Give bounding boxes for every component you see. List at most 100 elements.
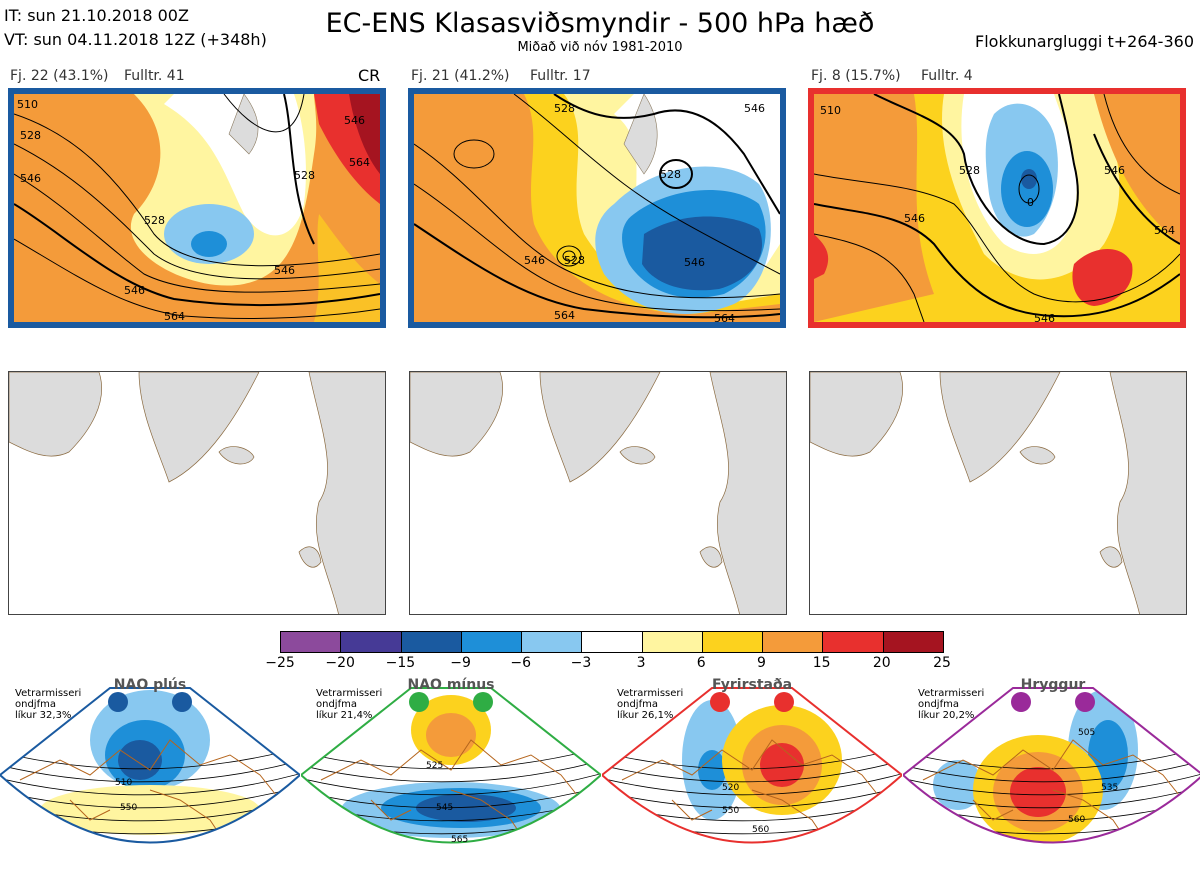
svg-text:564: 564	[714, 312, 735, 322]
page-title: EC-ENS Klasasviðsmyndir - 500 hPa hæð	[325, 8, 875, 39]
regime-map: 520 550 560	[600, 687, 904, 844]
regime-note: ondjfma	[316, 699, 357, 710]
cluster-1-label: Fj. 22 (43.1%)	[10, 68, 109, 84]
colorbar-tick-label: −6	[510, 655, 532, 671]
regime-panel: 520 550 560 Fyrirstaða Vetrarmisseri ondjfma l…	[600, 677, 904, 870]
svg-text:546: 546	[124, 284, 145, 297]
svg-text:546: 546	[20, 172, 41, 185]
svg-text:528: 528	[294, 169, 315, 182]
svg-text:546: 546	[274, 264, 295, 277]
regime-marker-dot	[710, 692, 730, 712]
colorbar-tick-label: 20	[872, 655, 891, 671]
regime-panel: 510 550 NAO plús Vetrarmisseri ondjfma líkur …	[0, 677, 302, 870]
regime-marker-dot	[774, 692, 794, 712]
regime-note: Vetrarmisseri	[918, 688, 985, 699]
colorbar-segment	[460, 632, 522, 652]
regime-name: Hryggur	[1020, 677, 1086, 693]
colorbar-tick-label: −20	[325, 655, 355, 671]
svg-text:528: 528	[554, 102, 575, 115]
regime-note: Vetrarmisseri	[15, 688, 82, 699]
contour-label: 560	[752, 825, 769, 835]
colorbar-tick-label: −9	[450, 655, 471, 671]
svg-text:528: 528	[959, 164, 980, 177]
svg-text:528: 528	[20, 129, 41, 142]
colorbar-tick-label: −25	[265, 655, 295, 671]
colorbar-tick-label: 9	[756, 655, 766, 671]
regime-marker-dot	[1011, 692, 1031, 712]
colorbar-segment	[882, 632, 943, 652]
regime-note: Vetrarmisseri	[617, 688, 684, 699]
cluster-2-representative: Fulltr. 17	[530, 68, 591, 84]
svg-text:528: 528	[144, 214, 165, 227]
regime-note: líkur 26,1%	[617, 710, 674, 721]
regime-marker-dot	[409, 692, 429, 712]
svg-text:0: 0	[1027, 196, 1034, 209]
contour-label: 510	[115, 778, 132, 788]
svg-text:564: 564	[349, 156, 370, 169]
regime-name: Fyrirstaða	[711, 677, 793, 693]
regime-marker-dot	[473, 692, 493, 712]
svg-text:528: 528	[564, 254, 585, 267]
colorbar	[280, 631, 944, 653]
colorbar-segment	[340, 632, 401, 652]
colorbar-segment	[400, 632, 461, 652]
svg-text:546: 546	[344, 114, 365, 127]
init-time: IT: sun 21.10.2018 00Z	[4, 6, 189, 25]
svg-text:546: 546	[684, 256, 705, 269]
colorbar-segment	[641, 632, 702, 652]
cluster-3-label: Fj. 8 (15.7%)	[811, 68, 901, 84]
regime-note: ondjfma	[15, 699, 56, 710]
regime-note: líkur 32,3%	[15, 710, 72, 721]
empty-map-1	[8, 371, 386, 615]
colorbar-tick-label: 25	[933, 655, 951, 671]
svg-text:564: 564	[164, 310, 185, 322]
svg-text:564: 564	[1154, 224, 1175, 237]
regime-map: 525 545 565	[299, 687, 603, 845]
regime-map: 505 535 560	[901, 687, 1200, 844]
regime-panel: 505 535 560 Hryggur Vetrarmisseri ondjfma líku…	[901, 677, 1200, 870]
regime-panel: 525 545 565 NAO mínus Vetrarmisseri ondjfma lí…	[299, 677, 603, 870]
svg-text:564: 564	[554, 309, 575, 322]
contour-label: 535	[1101, 783, 1118, 793]
contour-label: 545	[436, 803, 453, 813]
cluster-panel-3: 510 528 546 546 546 0 564	[808, 88, 1186, 328]
colorbar-segment	[701, 632, 763, 652]
contour-label: 520	[722, 783, 739, 793]
regime-note: líkur 20,2%	[918, 710, 975, 721]
regime-name: NAO mínus	[407, 677, 495, 693]
regime-note: líkur 21,4%	[316, 710, 373, 721]
cluster-3-representative: Fulltr. 4	[921, 68, 973, 84]
cluster-1-representative: Fulltr. 41	[124, 68, 185, 84]
svg-text:546: 546	[1104, 164, 1125, 177]
regime-marker-dot	[108, 692, 128, 712]
classification-window: Flokkunargluggi t+264-360	[975, 32, 1194, 51]
colorbar-tick-label: 15	[812, 655, 831, 671]
colorbar-segment	[521, 632, 582, 652]
svg-text:528: 528	[660, 168, 681, 181]
svg-text:546: 546	[524, 254, 545, 267]
contour-label: 525	[426, 761, 443, 771]
colorbar-tick-label: 3	[636, 655, 646, 671]
contour-label: 550	[120, 803, 137, 813]
valid-time: VT: sun 04.11.2018 12Z (+348h)	[4, 30, 267, 49]
cluster-1-tag: CR	[358, 66, 381, 85]
colorbar-tick-label: 6	[696, 655, 706, 671]
cluster-2-label: Fj. 21 (41.2%)	[411, 68, 510, 84]
colorbar-segment	[581, 632, 642, 652]
cluster-panel-2: 528 528 546 528 546 564 564 546	[408, 88, 786, 328]
empty-map-3	[809, 371, 1187, 615]
regime-note: ondjfma	[617, 699, 658, 710]
svg-text:510: 510	[820, 104, 841, 117]
regime-marker-dot	[1075, 692, 1095, 712]
empty-map-2	[409, 371, 787, 615]
contour-label: 550	[722, 806, 739, 816]
regime-marker-dot	[172, 692, 192, 712]
contour-label: 560	[1068, 815, 1085, 825]
contour-label: 505	[1078, 728, 1095, 738]
svg-text:546: 546	[744, 102, 765, 115]
svg-text:546: 546	[1034, 312, 1055, 322]
colorbar-segment	[281, 632, 341, 652]
regime-name: NAO plús	[113, 677, 187, 693]
regime-map: 510 550	[0, 687, 302, 844]
colorbar-tick-label: −15	[385, 655, 416, 671]
